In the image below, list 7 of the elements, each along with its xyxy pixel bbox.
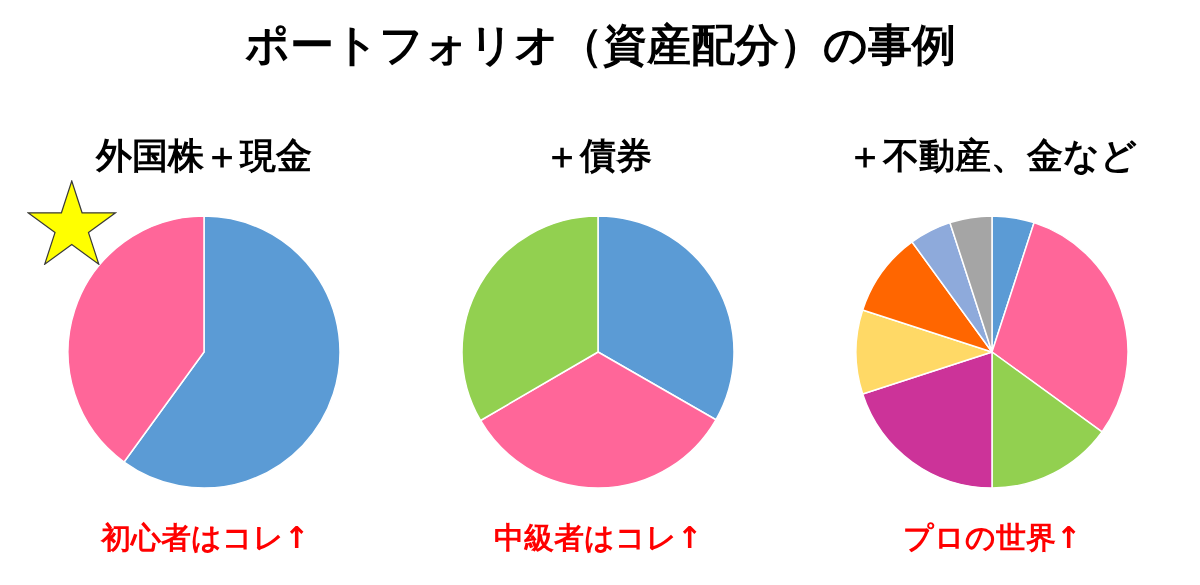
chart-title: ＋不動産、金など [847,134,1137,176]
text: ポートフォリオ（資産配分）の事例 [244,18,956,70]
chart-title: ＋債券 [544,134,652,176]
text: プロの世界↑ [903,520,1082,555]
text: 中級者はコレ↑ [494,520,703,555]
chart-title: 外国株＋現金 [95,134,312,176]
text: 初心者はコレ↑ [100,520,310,555]
